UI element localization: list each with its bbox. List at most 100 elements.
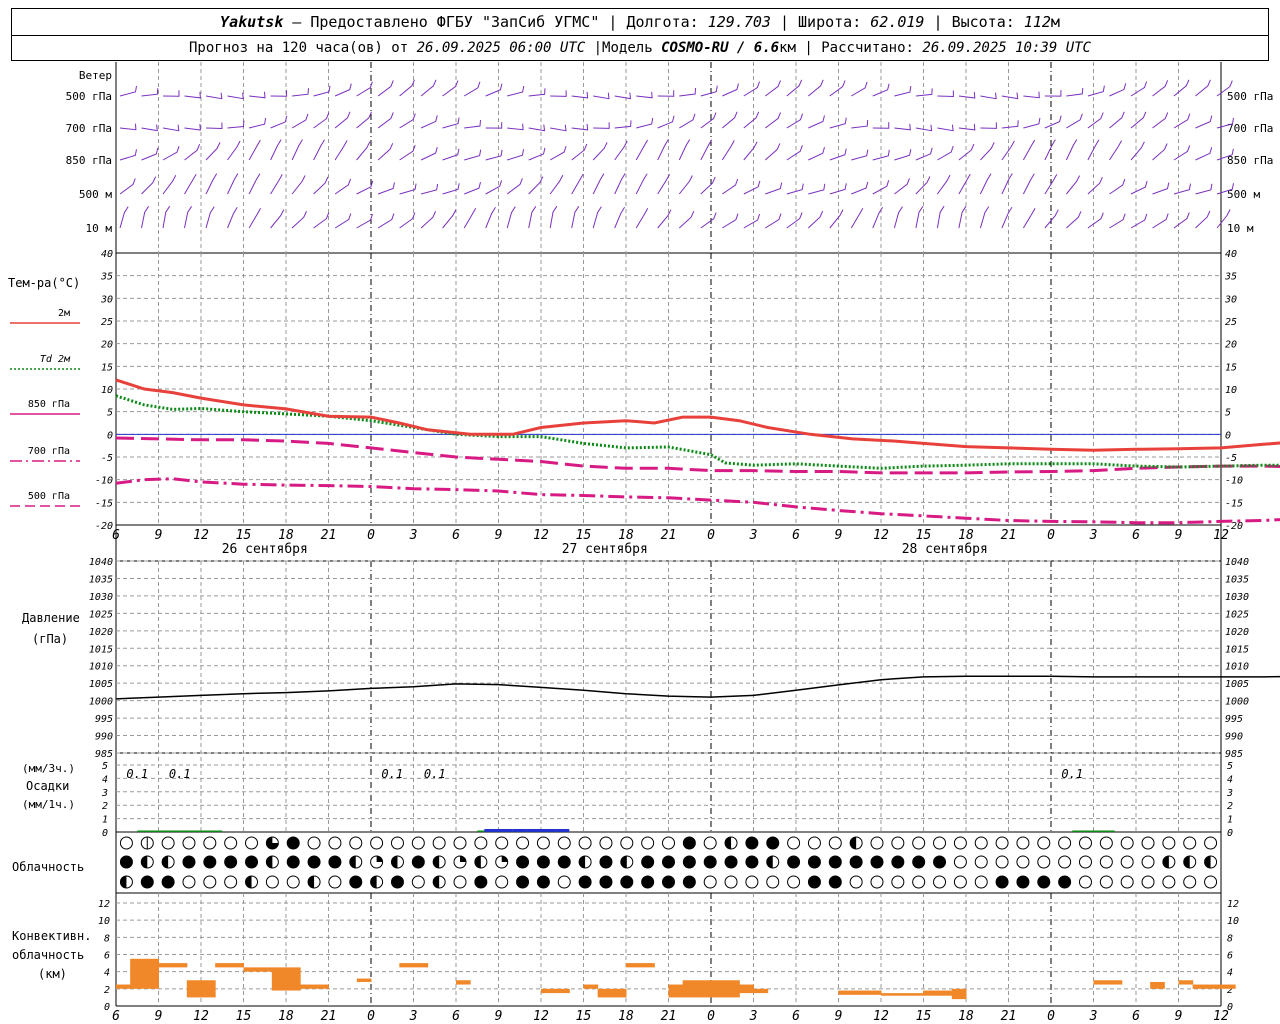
- wind-barb: [937, 145, 954, 161]
- wind-barb: [313, 212, 330, 229]
- hour-tick-label: 15: [916, 528, 932, 543]
- convective-bar: [300, 984, 315, 989]
- convective-bar: [271, 967, 287, 991]
- wind-barb: [1173, 212, 1190, 229]
- wind-barb: [721, 140, 735, 161]
- wind-barb: [1022, 173, 1035, 195]
- wind-barb: [334, 111, 351, 129]
- conv-tick-label: 4: [1227, 968, 1233, 979]
- wind-barb: [743, 213, 761, 229]
- convective-bar: [243, 967, 259, 972]
- wind-barb: [764, 143, 781, 161]
- temp-tick-label: 5: [107, 408, 113, 419]
- cloud-circle: [557, 875, 571, 889]
- wind-barb: [507, 149, 525, 161]
- hour-tick-label: 15: [576, 528, 592, 543]
- cloud-circle: [891, 875, 905, 889]
- cloud-circle: [536, 836, 550, 850]
- cloud-fill: [662, 856, 675, 868]
- temp-tick-label: 10: [101, 385, 113, 396]
- wind-barb: [227, 173, 239, 195]
- wind-barb: [765, 112, 781, 129]
- wind-barb: [205, 173, 218, 195]
- wind-barb: [141, 124, 158, 132]
- wind-barb: [593, 122, 610, 129]
- wind-barb: [1066, 87, 1084, 97]
- wind-barb: [786, 183, 804, 195]
- wind-barb: [786, 113, 804, 129]
- wind-barb: [937, 124, 954, 132]
- pressure-tick-label: 1030: [1225, 592, 1249, 603]
- cloud-fill: [308, 876, 315, 888]
- conv-tick-label: 12: [98, 899, 110, 910]
- wind-barb: [270, 139, 282, 161]
- cloud-fill: [579, 876, 592, 888]
- cloud-fill: [599, 876, 612, 888]
- hour-tick-label: 3: [409, 1009, 418, 1024]
- wind-barb: [442, 117, 460, 129]
- cloud-circle: [724, 875, 738, 889]
- temp-tick-label: 20: [1225, 340, 1237, 351]
- cloud-circle: [703, 875, 717, 889]
- cloud-circle: [495, 836, 509, 850]
- cloud-fill: [662, 876, 675, 888]
- wind-barb: [184, 123, 201, 131]
- cloud-circle: [411, 875, 425, 889]
- header-alt: 112: [1023, 13, 1051, 31]
- temp-tick-label: 5: [1225, 408, 1231, 419]
- temp-tick-label: 40: [101, 249, 113, 260]
- wind-barb: [485, 83, 503, 97]
- wind-barb: [743, 141, 758, 161]
- temp-tick-label: 15: [101, 362, 113, 373]
- cloud-fill: [620, 876, 633, 888]
- cloud-circle: [933, 836, 947, 850]
- wind-barb: [979, 173, 992, 195]
- hour-tick-label: 0: [367, 1009, 375, 1024]
- cloud-fill: [620, 856, 627, 868]
- precip-annotation: 0.1: [1061, 767, 1083, 781]
- hour-tick-label: 15: [916, 1009, 932, 1024]
- cloud-fill: [182, 856, 195, 868]
- wind-barb: [1152, 182, 1170, 195]
- cloud-fill: [162, 876, 175, 888]
- wind-barb: [270, 209, 285, 229]
- hour-tick-label: 18: [618, 1009, 634, 1024]
- wind-barb: [442, 148, 460, 161]
- wind-barb: [313, 176, 329, 195]
- wind-level-label: 500 гПа: [66, 90, 112, 103]
- cloud-fill: [308, 856, 321, 868]
- cloud-fill: [376, 856, 383, 862]
- wind-barb: [593, 92, 610, 100]
- wind-barb: [721, 111, 738, 129]
- cloud-circle: [1204, 875, 1218, 889]
- series-t850: [115, 436, 1280, 475]
- precip-1h-bar: [498, 829, 513, 832]
- wind-barb: [1066, 113, 1083, 129]
- precip-title: Осадки: [26, 779, 69, 793]
- cloud-circle: [1183, 875, 1197, 889]
- wind-barb: [1195, 79, 1211, 97]
- wind-barb: [550, 90, 567, 97]
- convective-bar: [668, 984, 684, 998]
- wind-barb: [958, 91, 976, 99]
- convective-bar: [158, 963, 174, 968]
- hour-tick-label: 9: [155, 528, 163, 543]
- wind-barb: [700, 212, 717, 229]
- cloud-circle: [933, 875, 947, 889]
- header-sep: |: [933, 13, 943, 31]
- wind-barb: [1087, 85, 1105, 97]
- temp-tick-label: -5: [1225, 453, 1237, 464]
- wind-barb: [635, 139, 649, 161]
- precip-label-1h: (мм/1ч.): [22, 798, 75, 811]
- wind-barb: [1216, 117, 1234, 129]
- cloud-fill: [474, 876, 487, 888]
- wind-barb: [463, 81, 481, 97]
- wind-barb: [549, 205, 558, 229]
- wind-barb: [807, 79, 824, 97]
- header-sep: |: [779, 13, 789, 31]
- convective-bar: [229, 963, 244, 968]
- convective-bar: [696, 980, 712, 998]
- wind-barb: [270, 115, 288, 129]
- wind-barb: [528, 88, 546, 97]
- cloud-circle: [599, 836, 613, 850]
